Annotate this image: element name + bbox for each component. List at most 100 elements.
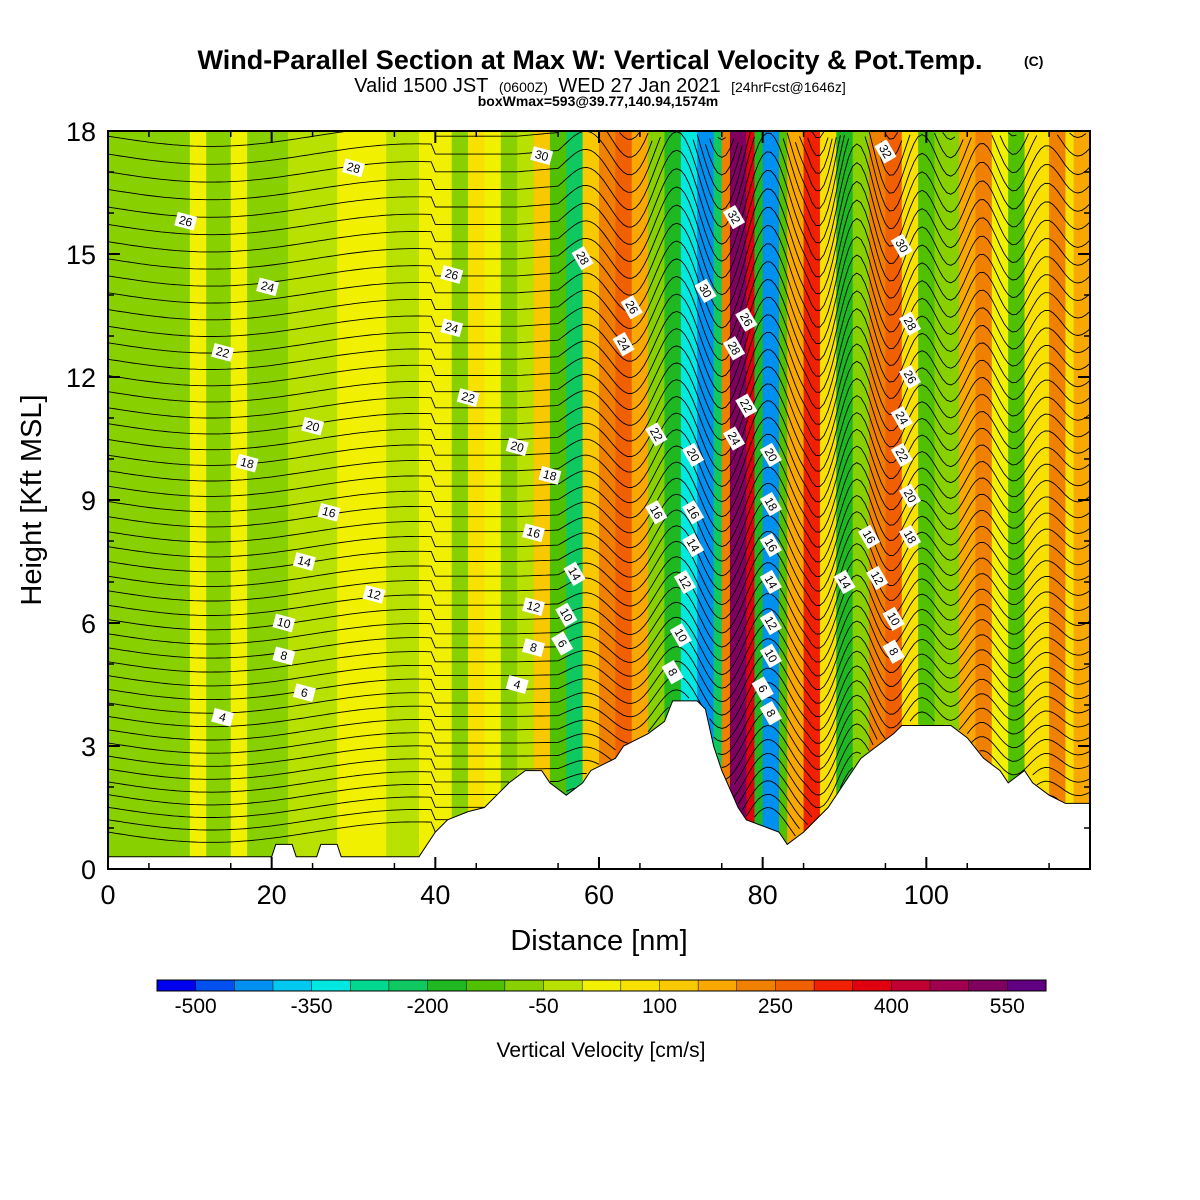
contour-label-bg — [362, 584, 386, 604]
velocity-band — [746, 131, 755, 869]
terrain-mask — [107, 700, 1091, 870]
y-axis-title: Height [Kft MSL] — [16, 394, 48, 605]
colorbar-swatch — [1007, 979, 1047, 992]
contour-label-text: 20 — [304, 418, 321, 435]
velocity-band — [918, 131, 936, 869]
contour-label: 12 — [362, 584, 386, 604]
valid-date: WED 27 Jan 2021 — [558, 75, 720, 97]
contour-label: 6 — [551, 631, 574, 656]
velocity-band — [787, 131, 805, 869]
isentrope-line — [107, 709, 1091, 770]
contour-label-text: 14 — [835, 573, 854, 592]
isentrope-line — [107, 766, 1091, 818]
contour-label-text: 32 — [876, 142, 895, 161]
contour-label-bg — [673, 569, 696, 595]
colorbar-tick-label: 250 — [758, 995, 793, 1018]
copyright-mark: (C) — [1024, 53, 1043, 69]
velocity-band — [230, 131, 248, 869]
contour-label: 28 — [571, 245, 594, 271]
contour-label: 24 — [256, 277, 280, 297]
isentrope-line — [107, 131, 1087, 211]
contour-label-text: 14 — [296, 553, 313, 570]
isentrope-line — [107, 360, 1091, 457]
contour-label: 22 — [456, 388, 480, 407]
velocity-band — [959, 131, 976, 869]
contour-label-text: 6 — [299, 685, 309, 700]
contour-label-text: 32 — [725, 208, 744, 227]
colorbar-swatch — [195, 979, 235, 992]
contour-label: 20 — [759, 442, 782, 468]
isentrope-line — [107, 162, 1091, 279]
contour-label-text: 18 — [761, 495, 780, 514]
colorbar-swatch — [388, 979, 429, 992]
contour-label-text: 24 — [259, 278, 276, 295]
contour-label-text: 20 — [761, 446, 780, 465]
contour-label: 24 — [440, 318, 464, 338]
x-tick-label: 100 — [904, 880, 949, 910]
y-tick-label: 6 — [81, 609, 96, 639]
forecast-info: [24hrFcst@1646z] — [731, 79, 846, 95]
velocity-band — [418, 131, 436, 869]
contour-label-bg — [890, 442, 913, 468]
contour-label-bg — [645, 500, 668, 525]
isentrope-line — [107, 377, 1091, 472]
contour-label: 16 — [522, 523, 545, 543]
contour-label-bg — [538, 466, 562, 485]
isentrope-line — [107, 236, 1091, 345]
isentrope-line — [107, 494, 1091, 577]
contour-label-text: 18 — [901, 528, 920, 547]
contour-label-bg — [694, 278, 717, 304]
axis-ticks: 0 20 40 60 80 100 0 3 6 9 12 15 18 — [66, 117, 1090, 910]
contour-label-bg — [235, 453, 259, 473]
contour-label: 10 — [669, 623, 692, 648]
velocity-band — [975, 131, 993, 869]
velocity-band — [451, 131, 469, 869]
contour-label-bg — [317, 502, 341, 522]
valid-time-line: Valid 1500 JST (0600Z) WED 27 Jan 2021 [… — [354, 75, 845, 97]
velocity-band — [189, 131, 207, 869]
contour-label: 20 — [505, 437, 529, 457]
isentrope-line — [107, 635, 1091, 704]
isentrope-line — [107, 511, 1091, 592]
isentrope-line — [107, 445, 1091, 533]
contour-label-bg — [563, 561, 586, 586]
contour-label: 12 — [866, 565, 889, 591]
contour-label-bg — [759, 491, 782, 517]
contour-label: 14 — [759, 569, 782, 595]
isentrope-line — [717, 130, 825, 141]
contour-label: 16 — [317, 502, 341, 522]
velocity-band — [435, 131, 453, 869]
contour-label: 30 — [530, 146, 554, 165]
isentrope-line — [107, 558, 1091, 635]
colorbar-swatch — [620, 979, 661, 992]
contour-label-text: 26 — [443, 266, 460, 283]
contour-label: 16 — [645, 500, 668, 525]
contour-label-text: 22 — [737, 396, 756, 415]
isentrope-line — [107, 308, 1091, 410]
contour-label-text: 16 — [761, 536, 780, 555]
isentrope-line — [107, 793, 800, 831]
contour-label: 20 — [682, 442, 705, 468]
contour-label: 30 — [890, 233, 913, 258]
velocity-band — [1065, 131, 1075, 869]
contour-label-bg — [759, 442, 782, 468]
chart-title: Wind-Parallel Section at Max W: Vertical… — [198, 45, 983, 75]
velocity-band — [729, 131, 747, 869]
contour-label-text: 26 — [622, 298, 641, 317]
contour-label-bg — [211, 343, 235, 362]
contour-label-bg — [211, 707, 235, 727]
contour-label: 18 — [235, 453, 259, 473]
contour-label-bg — [890, 405, 913, 431]
contour-label-text: 10 — [884, 610, 903, 629]
contour-label: 14 — [292, 552, 316, 571]
isentrope-line — [107, 254, 1091, 362]
contour-label-text: 8 — [279, 648, 289, 663]
contour-label: 26 — [440, 265, 464, 284]
colorbar-swatch — [659, 979, 699, 992]
contour-label-text: 24 — [892, 409, 911, 428]
colorbar-swatch — [968, 979, 1008, 992]
isentrope-line — [107, 130, 1091, 228]
colorbar-title: Vertical Velocity [cm/s] — [497, 1039, 706, 1062]
velocity-band — [803, 131, 821, 869]
velocity-band — [206, 131, 232, 869]
